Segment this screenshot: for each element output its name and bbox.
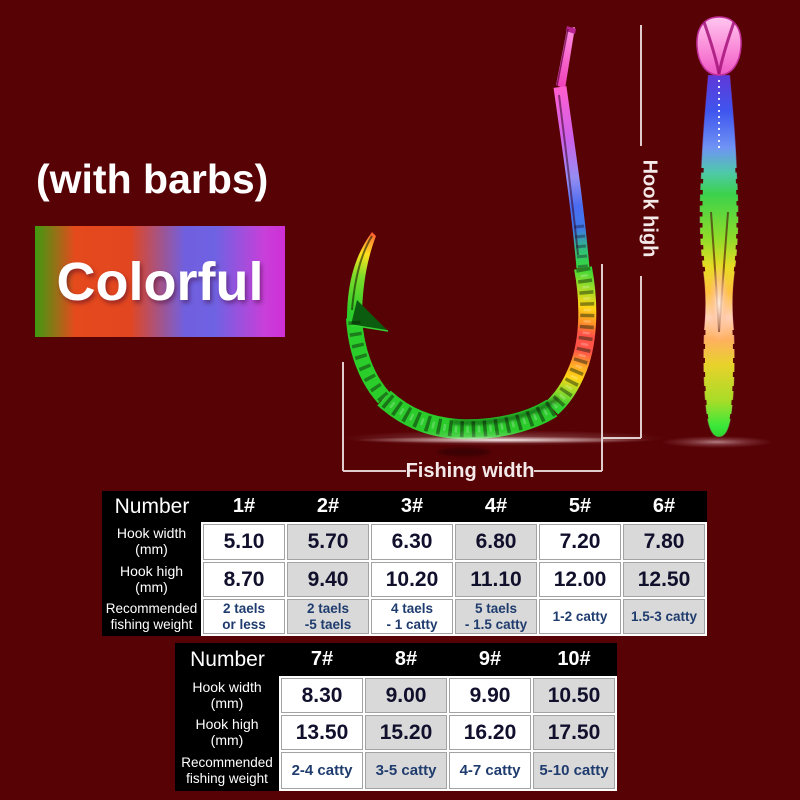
spec-cell: 1.5-3 catty: [621, 597, 707, 636]
table-row: Number 7# 8# 9# 10#: [175, 643, 616, 677]
table-row: Number 1# 2# 3# 4# 5# 6#: [102, 491, 706, 523]
row-label: Hook width (mm): [175, 677, 280, 714]
spec-cell: 8.70: [201, 560, 287, 599]
spec-table-1: Number 1# 2# 3# 4# 5# 6# Hook width (mm)…: [102, 491, 707, 636]
spec-cell: 5 taels - 1.5 catty: [453, 597, 539, 636]
spec-cell: 8.30: [279, 676, 365, 715]
row-label: Recommended fishing weight: [175, 751, 280, 790]
spec-cell: 12.50: [621, 560, 707, 599]
table-header: 8#: [364, 643, 448, 677]
table-row: Hook width (mm) 5.10 5.70 6.30 6.80 7.20…: [102, 522, 707, 562]
spec-cell: 13.50: [279, 713, 365, 752]
table-header: 5#: [538, 491, 622, 523]
table-header: 3#: [370, 491, 454, 523]
colorful-banner: Colorful: [35, 226, 285, 337]
row-label: Hook high (mm): [102, 561, 202, 598]
spec-cell: 6.30: [369, 522, 455, 562]
spec-cell: 2 taels or less: [201, 597, 287, 636]
table-header: 6#: [622, 491, 706, 523]
hook-high-label: Hook high: [638, 159, 661, 258]
table-header: 1#: [202, 491, 286, 523]
spec-cell: 2-4 catty: [279, 750, 365, 791]
big-hook-illustration: [346, 26, 597, 440]
table-header: Number: [175, 643, 280, 677]
dimension-lines: [342, 25, 642, 472]
table-header: Number: [102, 491, 202, 523]
spec-cell: 7.20: [537, 522, 623, 562]
table-row: Recommended fishing weight 2-4 catty 3-5…: [175, 750, 617, 791]
spec-cell: 10.50: [531, 676, 617, 715]
table-header: 10#: [532, 643, 616, 677]
spec-table-2: Number 7# 8# 9# 10# Hook width (mm) 8.30…: [175, 643, 617, 791]
spec-cell: 3-5 catty: [363, 750, 449, 791]
table-header: 7#: [280, 643, 364, 677]
hook-shadow: [661, 436, 773, 448]
table-row: Hook high (mm) 8.70 9.40 10.20 11.10 12.…: [102, 560, 707, 599]
spec-cell: 10.20: [369, 560, 455, 599]
table-row: Hook width (mm) 8.30 9.00 9.90 10.50: [175, 676, 617, 715]
spec-cell: 5.10: [201, 522, 287, 562]
table-row: Recommended fishing weight 2 taels or le…: [102, 597, 707, 636]
spec-cell: 9.00: [363, 676, 449, 715]
spec-cell: 1-2 catty: [537, 597, 623, 636]
with-barbs-text: (with barbs): [36, 156, 269, 202]
table-header: 9#: [448, 643, 532, 677]
ground-glow: [338, 430, 668, 457]
spec-cell: 6.80: [453, 522, 539, 562]
spec-cell: 9.40: [285, 560, 371, 599]
spec-cell: 9.90: [447, 676, 533, 715]
row-label: Hook high (mm): [175, 714, 280, 751]
table-header: 4#: [454, 491, 538, 523]
spec-cell: 11.10: [453, 560, 539, 599]
table-row: Hook high (mm) 13.50 15.20 16.20 17.50: [175, 713, 617, 752]
spec-cell: 5.70: [285, 522, 371, 562]
spec-cell: 7.80: [621, 522, 707, 562]
spec-cell: 2 taels -5 taels: [285, 597, 371, 636]
spec-cell: 4-7 catty: [447, 750, 533, 791]
fishing-width-line: [342, 264, 603, 472]
spec-cell: 15.20: [363, 713, 449, 752]
spec-cell: 5-10 catty: [531, 750, 617, 791]
table-header: 2#: [286, 491, 370, 523]
spec-cell: 17.50: [531, 713, 617, 752]
spec-cell: 4 taels - 1 catty: [369, 597, 455, 636]
hook-high-line: [602, 25, 642, 439]
spec-cell: 12.00: [537, 560, 623, 599]
row-label: Recommended fishing weight: [102, 598, 202, 635]
straight-hook-illustration: [661, 16, 773, 448]
spec-cell: 16.20: [447, 713, 533, 752]
fishing-width-label: Fishing width: [405, 460, 535, 482]
colorful-label: Colorful: [56, 251, 264, 312]
row-label: Hook width (mm): [102, 523, 202, 561]
